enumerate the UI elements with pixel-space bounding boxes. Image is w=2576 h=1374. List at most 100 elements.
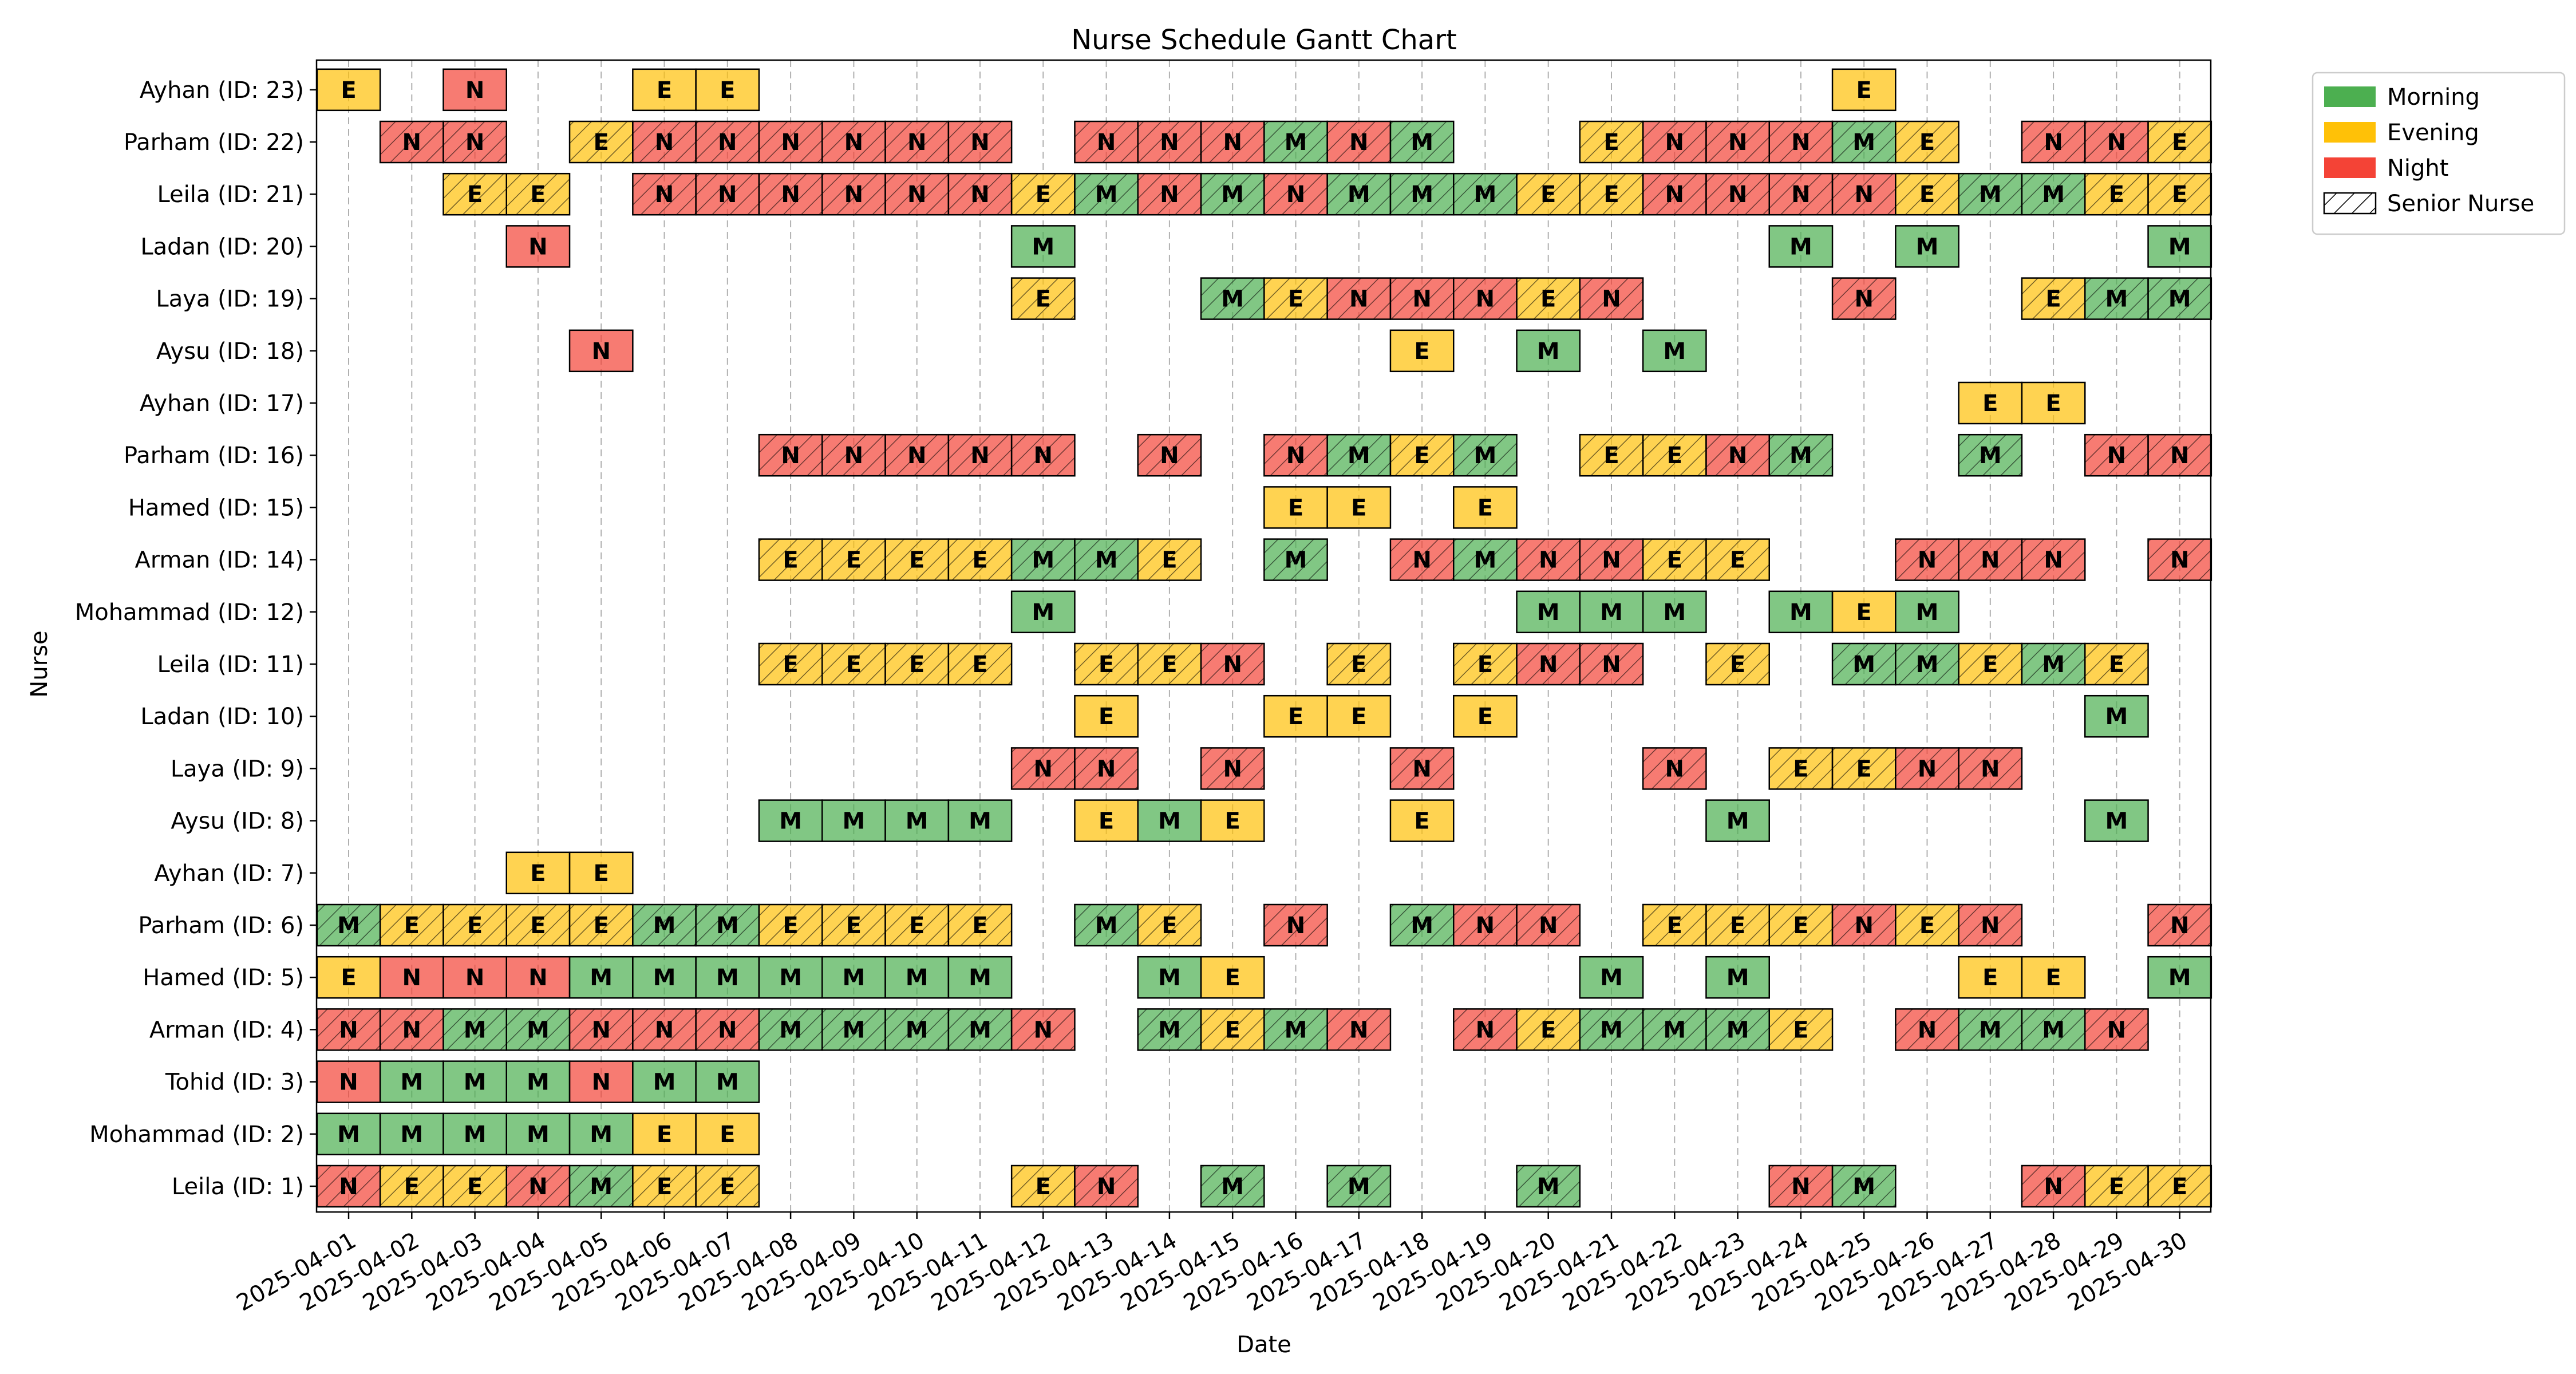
- shift-bar: N: [316, 1060, 381, 1103]
- shift-bar: E: [1958, 956, 2023, 999]
- senior-hatch: [1327, 1166, 1390, 1207]
- shift-border: [1516, 903, 1581, 947]
- senior-hatch: [758, 905, 823, 946]
- shift-border: [1705, 799, 1770, 842]
- shift-bar: N: [1453, 903, 1518, 947]
- shift-bar: M: [2021, 1008, 2086, 1051]
- shift-bar: M: [2021, 642, 2086, 686]
- shift-border: [1958, 903, 2023, 947]
- shift-bar: N: [1137, 172, 1202, 216]
- shift-bar: M: [505, 1008, 571, 1051]
- legend-swatch: [2324, 86, 2376, 107]
- shift-label: E: [972, 547, 987, 574]
- shift-label: M: [1852, 1174, 1875, 1200]
- shift-border: [947, 642, 1013, 686]
- shift-label: E: [657, 1174, 672, 1200]
- shift-label: M: [2105, 808, 2128, 835]
- shift-label: N: [1097, 129, 1116, 156]
- shift-bar: M: [1705, 956, 1770, 999]
- shift-label: E: [1793, 913, 1808, 939]
- y-tick-label: Leila (ID: 11): [157, 652, 304, 678]
- shift-bar: M: [2084, 277, 2149, 320]
- shift-label: M: [1032, 547, 1054, 574]
- shift-bar: M: [1074, 538, 1139, 581]
- shift-fill: [1074, 800, 1138, 842]
- shift-fill: [506, 1113, 570, 1155]
- senior-hatch: [1137, 643, 1202, 685]
- y-tick-label: Leila (ID: 1): [172, 1174, 304, 1200]
- shift-border: [1389, 747, 1455, 790]
- shift-label: M: [1789, 599, 1812, 626]
- shift-bar: M: [821, 799, 886, 842]
- shift-bar: N: [2021, 538, 2086, 581]
- shift-bar: N: [1895, 1008, 1959, 1051]
- shift-fill: [696, 957, 759, 998]
- shift-bar: N: [1389, 538, 1455, 581]
- senior-hatch: [948, 121, 1012, 163]
- shift-label: N: [402, 965, 421, 991]
- senior-hatch: [948, 539, 1012, 581]
- shift-label: E: [1540, 181, 1556, 208]
- senior-hatch: [1074, 748, 1138, 789]
- legend-entry: Evening: [2324, 120, 2479, 146]
- senior-hatch: [1201, 748, 1265, 789]
- shift-label: E: [2109, 1174, 2124, 1200]
- shift-label: M: [906, 965, 929, 991]
- shift-label: E: [909, 652, 924, 678]
- shift-label: N: [844, 181, 863, 208]
- senior-hatch: [1832, 643, 1896, 685]
- y-tick-label: Leila (ID: 21): [157, 181, 304, 208]
- shift-border: [1768, 433, 1834, 477]
- shift-bar: M: [379, 1112, 444, 1156]
- shift-fill: [443, 69, 507, 110]
- shift-bar: M: [1389, 120, 1455, 164]
- shift-fill: [1453, 487, 1517, 528]
- shift-label: E: [1667, 913, 1682, 939]
- senior-hatch: [2148, 278, 2211, 319]
- x-axis-label: Date: [1236, 1332, 1291, 1358]
- shift-bar: M: [316, 903, 381, 947]
- shift-bar: N: [505, 225, 571, 268]
- shift-fill: [1706, 800, 1769, 842]
- shift-label: M: [779, 808, 802, 835]
- shift-label: N: [1539, 913, 1558, 939]
- shift-bar: N: [442, 120, 508, 164]
- shift-bar: E: [568, 120, 634, 164]
- shift-bar: N: [1642, 747, 1707, 790]
- shift-bar: M: [1453, 538, 1518, 581]
- senior-hatch: [758, 435, 823, 476]
- shift-label: E: [1288, 495, 1303, 521]
- shift-label: E: [1982, 390, 1998, 417]
- shift-label: E: [1982, 965, 1998, 991]
- shift-bar: M: [695, 1060, 760, 1103]
- senior-hatch: [1012, 1166, 1075, 1207]
- shift-border: [1768, 1008, 1834, 1051]
- shift-bar: E: [1263, 277, 1328, 320]
- shift-label: E: [2172, 181, 2187, 208]
- y-axis-label: Nurse: [26, 630, 53, 697]
- legend-entry: Senior Nurse: [2323, 191, 2534, 217]
- shift-label: N: [1602, 652, 1621, 678]
- shift-label: N: [718, 129, 737, 156]
- senior-hatch: [1579, 121, 1643, 163]
- senior-hatch: [696, 1166, 759, 1207]
- senior-hatch: [822, 173, 886, 215]
- shift-label: N: [970, 443, 989, 469]
- shift-label: E: [2109, 652, 2124, 678]
- shift-border: [2084, 799, 2149, 842]
- shift-bars: N E E N M E E E N M M M N M N E EM M M M M E EN M M M N M MN N M M N N N M M…: [316, 68, 2212, 1208]
- shift-label: N: [1918, 756, 1937, 782]
- senior-hatch: [1201, 121, 1265, 163]
- shift-bar: M: [1579, 1008, 1644, 1051]
- shift-label: E: [846, 652, 862, 678]
- shift-border: [947, 799, 1013, 842]
- shift-bar: E: [1895, 172, 1959, 216]
- shift-bar: E: [2021, 956, 2086, 999]
- shift-label: E: [1036, 181, 1051, 208]
- shift-bar: E: [1958, 381, 2023, 425]
- shift-fill: [380, 957, 444, 998]
- shift-bar: N: [1516, 538, 1581, 581]
- shift-border: [1137, 538, 1202, 581]
- senior-hatch: [1706, 435, 1769, 476]
- shift-fill: [443, 1113, 507, 1155]
